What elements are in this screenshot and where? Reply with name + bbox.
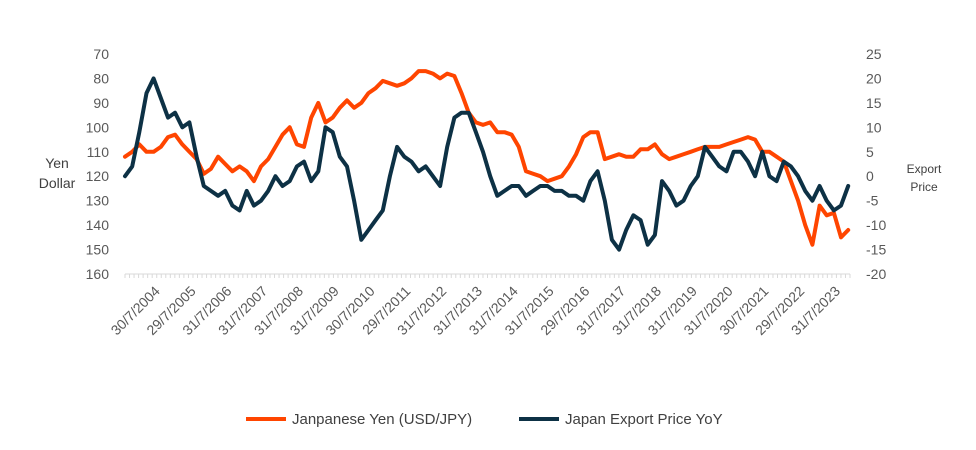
series-line-yen [123, 69, 851, 247]
right-axis-tick-label: -15 [866, 242, 886, 258]
right-axis-title-line-2: Price [910, 180, 938, 194]
left-axis-tick-label: 150 [86, 242, 110, 258]
left-axis-tick-label: 70 [93, 46, 109, 62]
plot-area: 70 80 90 100 110 120 130 140 150 160 25 20 15 10 5 0 -5 -… [86, 46, 887, 338]
right-axis-tick-label: 20 [866, 70, 882, 86]
left-axis-tick-label: 130 [86, 193, 110, 209]
right-axis-title-line-1: Export [907, 162, 942, 176]
legend-label-export-price: Japan Export Price YoY [565, 411, 723, 428]
left-axis-title-line-1: Yen [45, 155, 69, 171]
series-line-export-price [123, 76, 851, 252]
left-axis-tick-label: 90 [93, 95, 109, 111]
left-axis-tick-label: 140 [86, 217, 110, 233]
legend: Janpanese Yen (USD/JPY) Japan Export Pri… [246, 411, 723, 428]
left-axis-title-line-2: Dollar [39, 175, 76, 191]
right-axis-tick-label: -10 [866, 217, 886, 233]
right-axis-tick-label: 15 [866, 95, 882, 111]
left-axis-tick-label: 100 [86, 119, 110, 135]
left-axis-tick-label: 110 [87, 144, 110, 160]
left-axis-tick-label: 160 [86, 266, 110, 282]
right-axis-tick-label: 0 [866, 168, 874, 184]
right-axis-tick-label: 5 [866, 144, 874, 160]
right-axis-tick-label: 25 [866, 46, 882, 62]
right-axis-tick-label: 10 [866, 119, 882, 135]
right-axis-tick-label: -5 [866, 193, 879, 209]
left-axis-tick-label: 80 [93, 70, 109, 86]
left-axis-tick-label: 120 [86, 168, 110, 184]
legend-label-yen: Janpanese Yen (USD/JPY) [292, 411, 472, 428]
right-axis-tick-label: -20 [866, 266, 886, 282]
